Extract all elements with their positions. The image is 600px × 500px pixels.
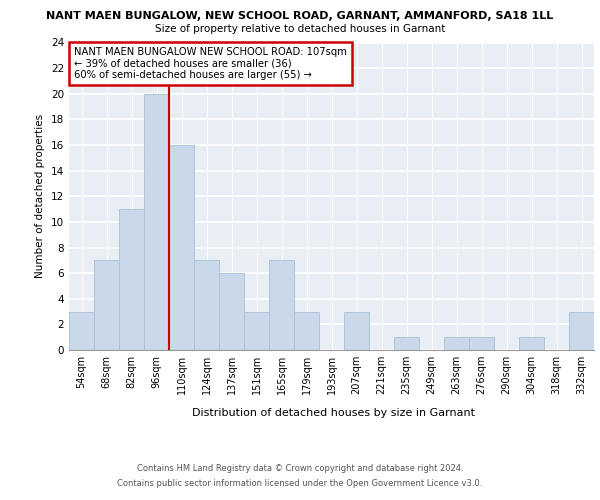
Bar [169,145,194,350]
Text: Size of property relative to detached houses in Garnant: Size of property relative to detached ho… [155,24,445,34]
Text: Distribution of detached houses by size in Garnant: Distribution of detached houses by size … [191,408,475,418]
Bar [444,337,469,350]
Text: Contains public sector information licensed under the Open Government Licence v3: Contains public sector information licen… [118,479,482,488]
Bar [244,312,269,350]
Bar [119,209,144,350]
Bar [569,312,594,350]
Bar [269,260,294,350]
Bar [469,337,494,350]
Y-axis label: Number of detached properties: Number of detached properties [35,114,46,278]
Bar [219,273,244,350]
Bar [519,337,544,350]
Bar [144,94,169,350]
Bar [344,312,369,350]
Bar [194,260,219,350]
Text: NANT MAEN BUNGALOW, NEW SCHOOL ROAD, GARNANT, AMMANFORD, SA18 1LL: NANT MAEN BUNGALOW, NEW SCHOOL ROAD, GAR… [46,11,554,21]
Text: Contains HM Land Registry data © Crown copyright and database right 2024.: Contains HM Land Registry data © Crown c… [137,464,463,473]
Text: NANT MAEN BUNGALOW NEW SCHOOL ROAD: 107sqm
← 39% of detached houses are smaller : NANT MAEN BUNGALOW NEW SCHOOL ROAD: 107s… [74,47,347,80]
Bar [94,260,119,350]
Bar [394,337,419,350]
Bar [69,312,94,350]
Bar [294,312,319,350]
